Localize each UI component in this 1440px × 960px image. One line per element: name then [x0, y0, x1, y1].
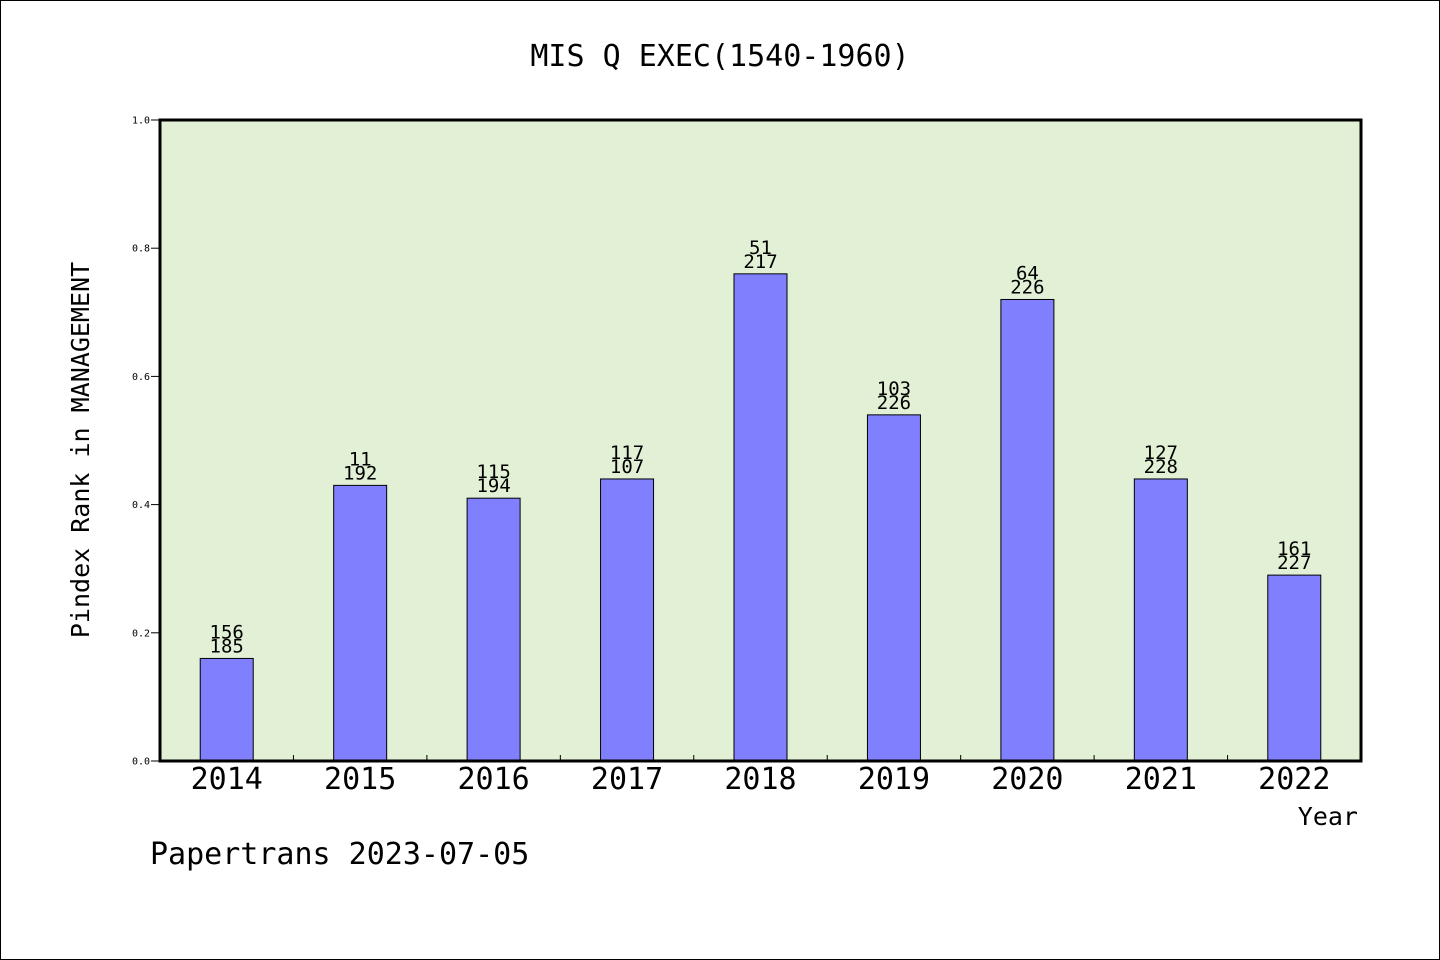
- bar-label-bottom-2021: 228: [1144, 456, 1178, 478]
- x-tick-label-2021: 2021: [1125, 762, 1197, 797]
- y-axis-title: Pindex Rank in MANAGEMENT: [66, 262, 95, 638]
- bar-2022: [1267, 574, 1322, 762]
- bar-label-bottom-2019: 226: [877, 392, 911, 414]
- bar-label-top-2020: 64: [1016, 262, 1039, 284]
- bar-label-top-2018: 51: [749, 237, 772, 259]
- plot-border: [158, 118, 1363, 763]
- bar-label-top-2016: 115: [476, 461, 510, 483]
- bar-label-top-2014: 156: [210, 621, 244, 643]
- x-tick-label-2017: 2017: [591, 762, 663, 797]
- chart-title: MIS Q EXEC(1540-1960): [530, 39, 909, 74]
- x-tick-label-2016: 2016: [457, 762, 529, 797]
- bar-label-top-2021: 127: [1144, 442, 1178, 464]
- y-tick-label-5: 1.0: [132, 116, 150, 127]
- bar-2019: [866, 414, 921, 762]
- bar-2021: [1133, 478, 1188, 762]
- bar-label-bottom-2015: 192: [343, 462, 377, 484]
- y-tick-label-3: 0.6: [132, 372, 150, 383]
- x-tick-label-2022: 2022: [1258, 762, 1330, 797]
- bar-label-bottom-2017: 107: [610, 456, 644, 478]
- y-tick-label-4: 0.8: [132, 244, 150, 255]
- bar-label-bottom-2020: 226: [1010, 276, 1044, 298]
- bars: [199, 273, 1322, 762]
- x-tick-label-2020: 2020: [991, 762, 1063, 797]
- x-axis-title: Year: [1298, 802, 1358, 831]
- x-tick-label-2014: 2014: [191, 762, 263, 797]
- bar-2020: [1000, 298, 1055, 762]
- bar-label-top-2017: 117: [610, 442, 644, 464]
- bar-label-bottom-2022: 227: [1277, 552, 1311, 574]
- x-axis: 2014 2015 2016 2017 2018 2019 2020 2021 2022: [191, 755, 1330, 797]
- y-tick-label-0: 0.0: [132, 757, 150, 768]
- bar-label-top-2022: 161: [1277, 538, 1311, 560]
- y-tick-label-2: 0.4: [132, 500, 150, 511]
- bar-2018: [733, 273, 788, 762]
- bar-label-bottom-2016: 194: [476, 475, 510, 497]
- y-axis: 0.0 0.2 0.4 0.6 0.8 1.0: [132, 116, 160, 768]
- bar-2014: [199, 657, 254, 762]
- bar-label-top-2015: 11: [349, 448, 372, 470]
- x-tick-label-2015: 2015: [324, 762, 396, 797]
- x-tick-label-2019: 2019: [858, 762, 930, 797]
- bar-2015: [333, 484, 388, 762]
- bar-label-bottom-2018: 217: [743, 251, 777, 273]
- bar-2017: [600, 478, 655, 762]
- y-tick-label-1: 0.2: [132, 628, 150, 639]
- x-tick-label-2018: 2018: [724, 762, 796, 797]
- bar-2016: [466, 497, 521, 762]
- bar-label-bottom-2014: 185: [210, 635, 244, 657]
- footer-stamp: Papertrans 2023-07-05: [150, 837, 529, 872]
- bar-label-top-2019: 103: [877, 378, 911, 400]
